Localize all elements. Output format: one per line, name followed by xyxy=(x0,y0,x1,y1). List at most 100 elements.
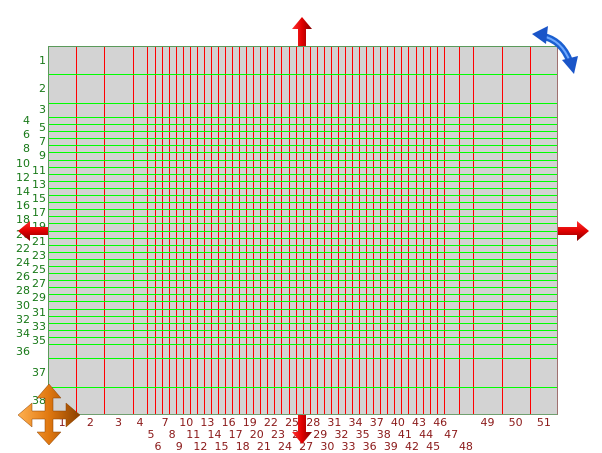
row-line xyxy=(49,124,557,126)
column-label: 18 xyxy=(235,440,250,453)
row-line xyxy=(49,329,557,331)
row-label: 19 xyxy=(32,220,46,234)
column-label: 50 xyxy=(508,416,523,429)
column-label: 35 xyxy=(355,428,370,441)
arrow-left-icon[interactable] xyxy=(17,220,48,242)
row-label: 16 xyxy=(16,199,30,213)
row-label: 21 xyxy=(32,234,46,248)
column-label: 29 xyxy=(313,428,328,441)
column-label: 20 xyxy=(249,428,264,441)
column-label: 40 xyxy=(390,416,405,429)
row-label: 23 xyxy=(32,248,46,262)
column-label: 25 xyxy=(285,416,300,429)
column-label: 8 xyxy=(168,428,176,441)
column-label: 28 xyxy=(306,416,321,429)
column-label: 12 xyxy=(193,440,208,453)
row-label: 14 xyxy=(16,184,30,198)
column-label: 1 xyxy=(58,416,66,429)
row-label: 35 xyxy=(32,333,46,347)
row-label: 25 xyxy=(32,263,46,277)
column-label: 30 xyxy=(320,440,335,453)
column-label: 23 xyxy=(270,428,285,441)
column-label: 7 xyxy=(161,416,169,429)
column-label: 15 xyxy=(214,440,229,453)
row-line xyxy=(49,131,557,133)
row-line xyxy=(49,74,557,76)
column-label: 31 xyxy=(327,416,342,429)
row-line xyxy=(49,102,557,104)
row-label: 38 xyxy=(32,394,46,408)
row-line xyxy=(49,244,557,246)
column-label: 22 xyxy=(263,416,278,429)
row-label: 8 xyxy=(23,142,30,156)
row-line xyxy=(49,322,557,324)
row-line xyxy=(49,116,557,118)
column-label: 13 xyxy=(200,416,215,429)
row-line xyxy=(49,308,557,310)
row-line xyxy=(49,265,557,267)
row-line xyxy=(49,180,557,182)
row-label: 31 xyxy=(32,305,46,319)
arrow-down-icon[interactable] xyxy=(291,415,313,445)
row-line xyxy=(49,138,557,140)
row-line xyxy=(49,145,557,147)
row-label: 7 xyxy=(39,135,46,149)
column-label: 36 xyxy=(362,440,377,453)
row-label: 34 xyxy=(16,326,30,340)
column-label: 2 xyxy=(86,416,94,429)
column-label: 38 xyxy=(376,428,391,441)
row-line xyxy=(49,336,557,338)
grid-area[interactable] xyxy=(48,46,558,415)
row-label: 22 xyxy=(16,241,30,255)
column-label: 11 xyxy=(186,428,201,441)
row-label: 33 xyxy=(32,319,46,333)
column-label: 4 xyxy=(136,416,144,429)
row-label: 27 xyxy=(32,277,46,291)
row-label: 1 xyxy=(39,53,46,67)
row-line xyxy=(49,301,557,303)
row-label: 6 xyxy=(23,128,30,142)
row-line xyxy=(49,358,557,360)
row-line xyxy=(49,258,557,260)
row-line xyxy=(49,159,557,161)
row-line xyxy=(49,187,557,189)
row-line xyxy=(49,273,557,275)
column-label: 46 xyxy=(433,416,448,429)
arrow-right-icon[interactable] xyxy=(558,220,590,242)
row-label: 11 xyxy=(32,163,46,177)
column-label: 21 xyxy=(256,440,271,453)
row-line xyxy=(49,173,557,175)
column-label: 5 xyxy=(147,428,155,441)
column-label: 14 xyxy=(207,428,222,441)
row-label: 24 xyxy=(16,255,30,269)
row-line xyxy=(49,315,557,317)
row-line xyxy=(49,223,557,225)
column-label: 49 xyxy=(480,416,495,429)
row-label: 10 xyxy=(16,156,30,170)
rotate-icon[interactable] xyxy=(530,26,580,76)
row-label: 30 xyxy=(16,298,30,312)
row-label: 36 xyxy=(16,344,30,358)
row-line xyxy=(49,386,557,388)
column-label: 47 xyxy=(444,428,459,441)
row-line xyxy=(49,202,557,204)
move-icon[interactable] xyxy=(17,384,81,446)
column-label: 45 xyxy=(426,440,441,453)
column-label: 17 xyxy=(228,428,243,441)
row-line xyxy=(49,230,557,232)
row-label: 37 xyxy=(32,365,46,379)
column-label: 32 xyxy=(334,428,349,441)
arrow-up-icon[interactable] xyxy=(291,16,313,46)
row-line xyxy=(49,195,557,197)
row-label: 15 xyxy=(32,192,46,206)
row-label: 4 xyxy=(23,114,30,127)
row-line xyxy=(49,166,557,168)
column-label: 34 xyxy=(348,416,363,429)
column-label: 6 xyxy=(154,440,162,453)
column-label: 9 xyxy=(175,440,183,453)
row-line xyxy=(49,294,557,296)
column-label: 48 xyxy=(458,440,473,453)
row-label: 29 xyxy=(32,291,46,305)
column-label: 44 xyxy=(419,428,434,441)
row-label: 9 xyxy=(39,149,46,163)
